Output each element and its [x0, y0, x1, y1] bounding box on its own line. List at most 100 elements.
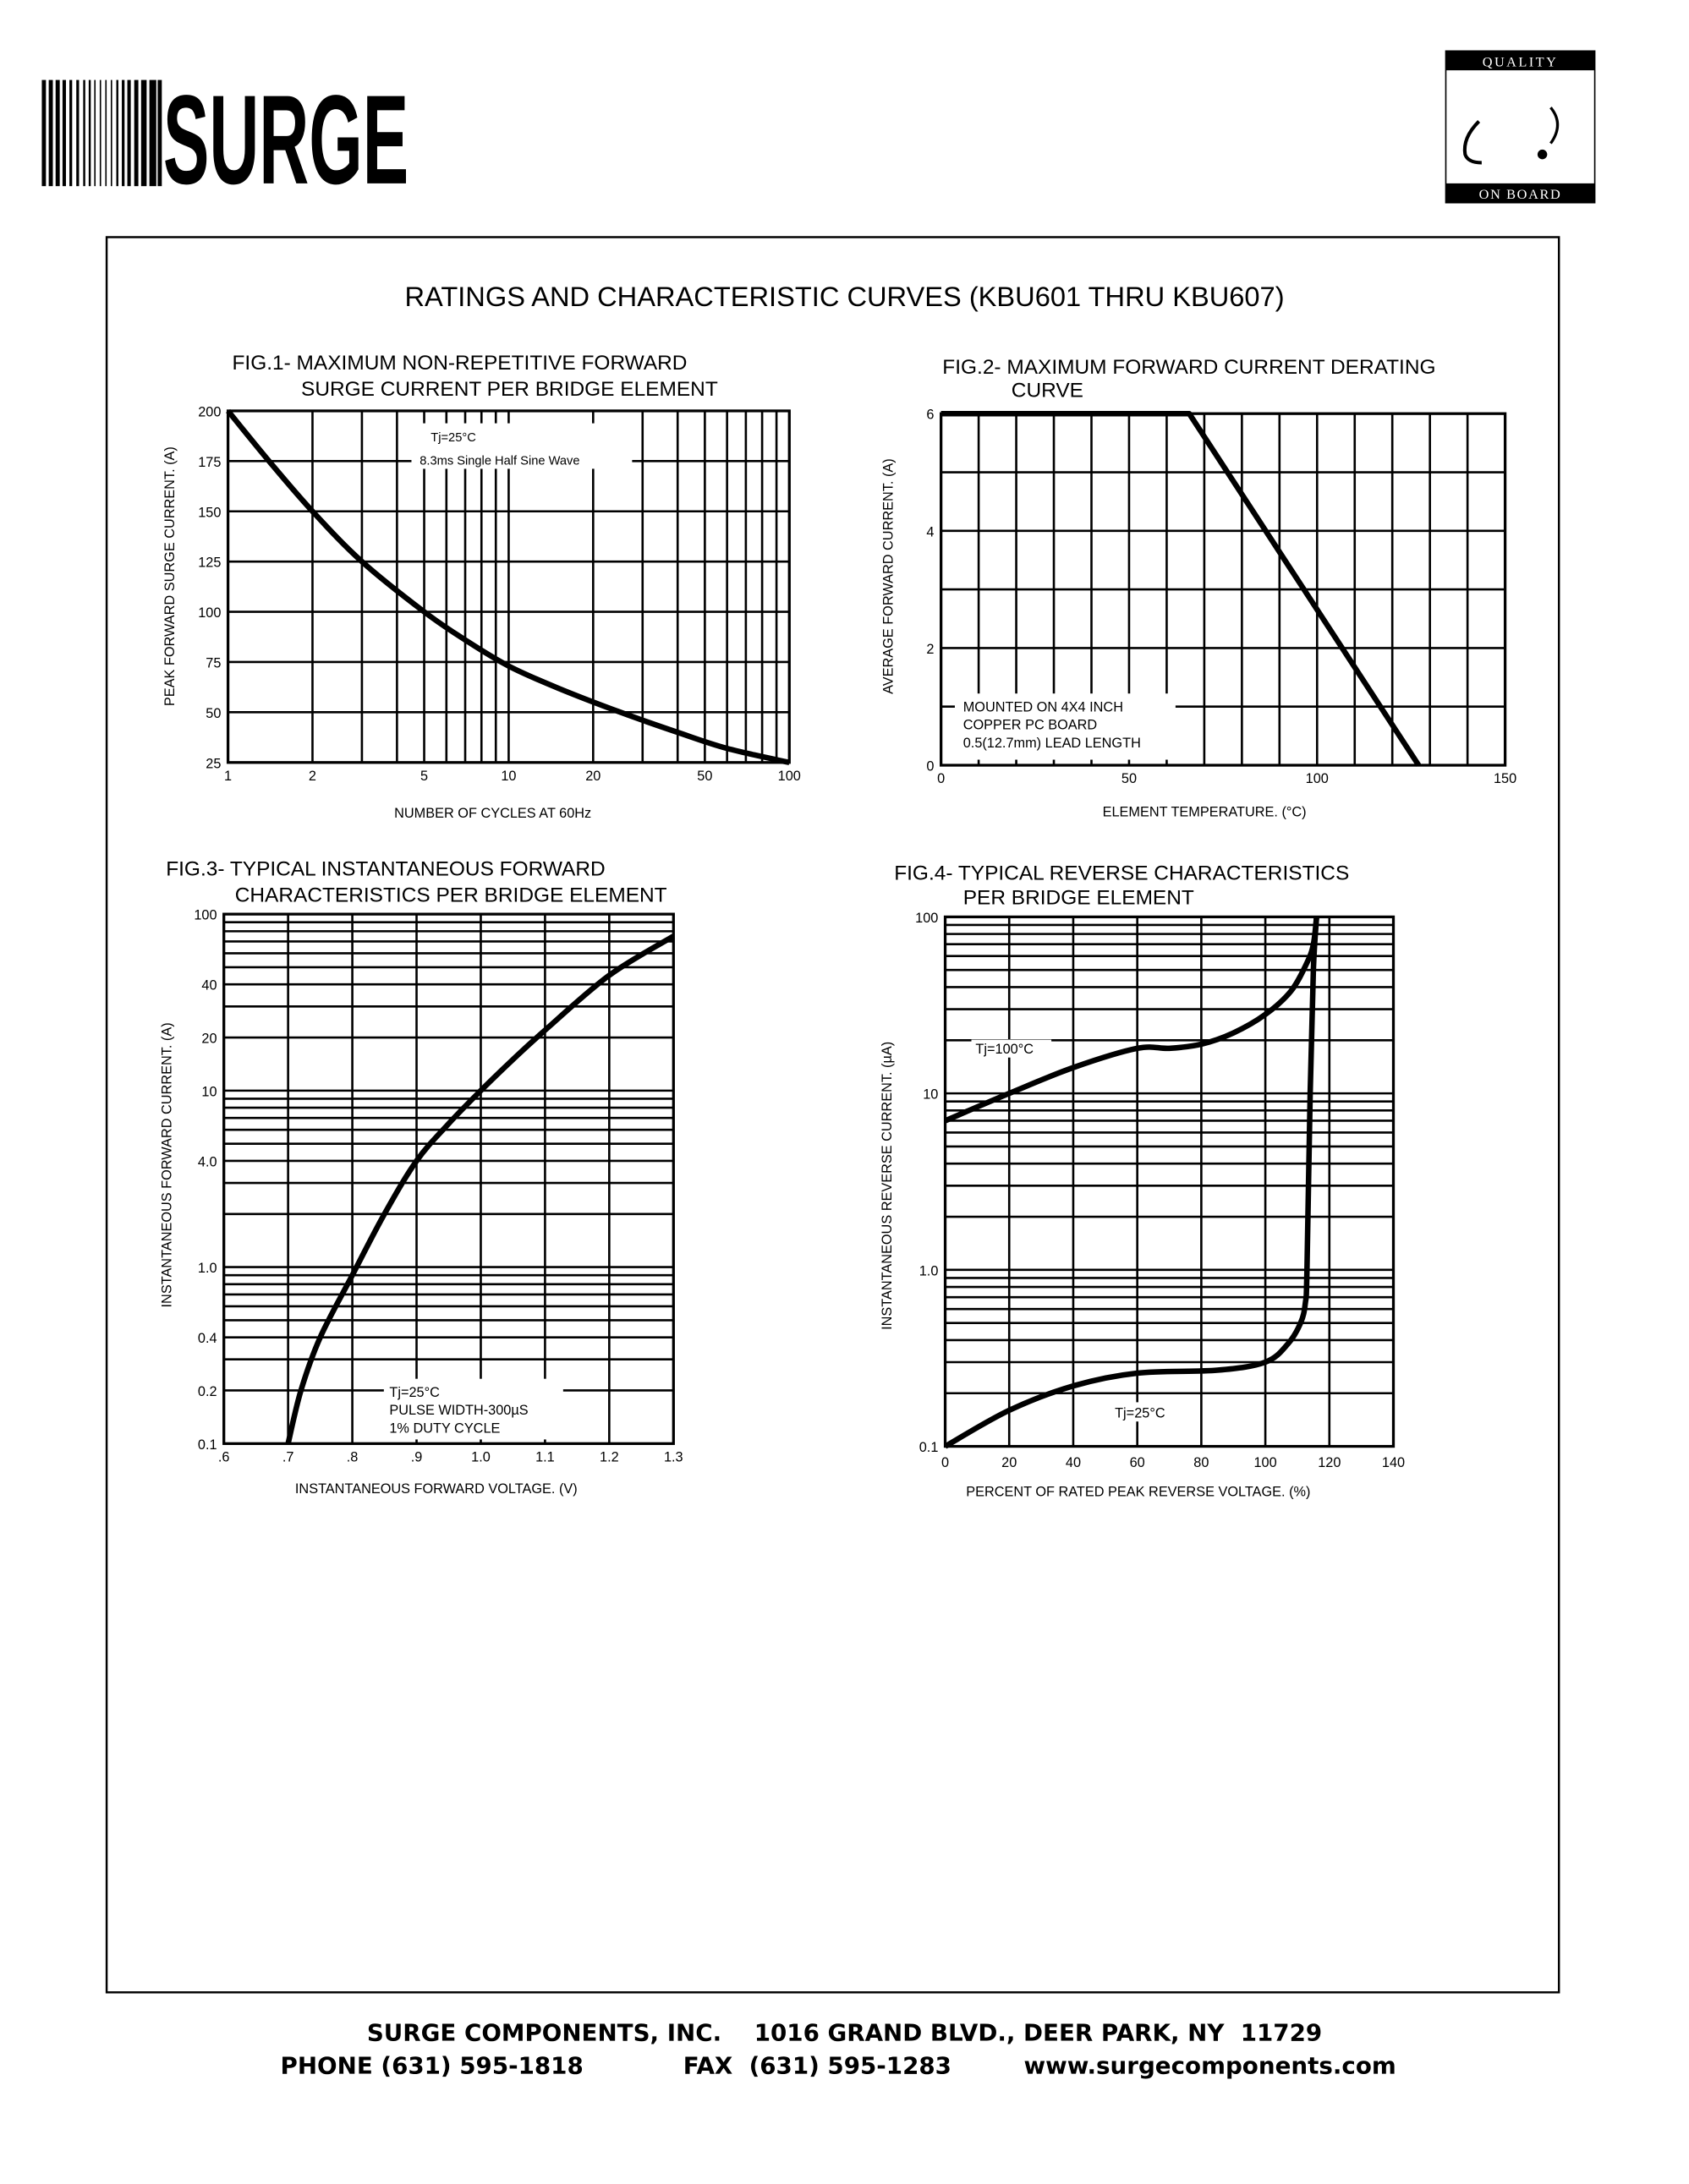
x-tick-label: 20: [585, 769, 600, 784]
fig1-title-line2: SURGE CURRENT PER BRIDGE ELEMENT: [301, 378, 718, 401]
logo-bar: [94, 79, 96, 187]
fig1-annotation: Tj=25°C 8.3ms Single Half Sine Wave: [411, 423, 633, 469]
fig2-x-axis-label: ELEMENT TEMPERATURE. (°C): [1103, 804, 1307, 819]
fig4-series-label-100c: Tj=100°C: [975, 1042, 1034, 1057]
logo-bar: [110, 79, 112, 187]
y-tick-label: 20: [201, 1032, 217, 1047]
y-tick-label: 0.4: [198, 1331, 217, 1346]
fig4-series-label-25c: Tj=25°C: [1115, 1405, 1165, 1420]
y-tick-label: 4.0: [198, 1154, 217, 1169]
y-tick-label: 100: [198, 605, 221, 621]
y-tick-label: 100: [915, 911, 938, 926]
fig3-title-line1: FIG.3- TYPICAL INSTANTANEOUS FORWARD: [166, 857, 605, 880]
series-line-1: [285, 933, 675, 1445]
fig2-annotation-line3: 0.5(12.7mm) LEAD LENGTH: [963, 736, 1141, 751]
x-tick-label: 50: [1121, 771, 1137, 786]
surge-logo: SURGE: [41, 68, 409, 211]
fig3-title-line2: CHARACTERISTICS PER BRIDGE ELEMENT: [235, 884, 667, 906]
x-tick-label: 80: [1193, 1455, 1209, 1470]
y-tick-label: 175: [198, 455, 221, 470]
y-tick-label: 150: [198, 505, 221, 520]
series-line-1: [944, 917, 1319, 1124]
y-tick-label: 1.0: [919, 1263, 939, 1278]
x-tick-label: 100: [1306, 771, 1329, 786]
fig3-annotation-line2: PULSE WIDTH-300µS: [389, 1403, 528, 1418]
plot-frame: [940, 412, 1507, 767]
plot-frame: [222, 912, 675, 1445]
y-tick-label: 10: [923, 1087, 938, 1103]
logo-bar: [62, 79, 66, 187]
fig4-chart: 0 20 40 60 80 100 120 140 100 10 1.0 0.1: [915, 911, 1405, 1470]
fig1-annotation-line1: Tj=25°C: [430, 431, 476, 445]
logo-bar: [127, 79, 131, 187]
logo-bar: [122, 79, 125, 187]
x-tick-label: 0: [937, 771, 945, 786]
x-tick-label: 60: [1130, 1455, 1145, 1470]
logo-bar: [140, 79, 147, 187]
logo-bar: [69, 79, 73, 187]
badge-q-mark-icon: [1462, 120, 1482, 165]
y-tick-label: 100: [194, 908, 217, 923]
x-tick-label: .9: [411, 1450, 423, 1465]
x-tick-label: 20: [1001, 1455, 1017, 1470]
y-tick-label: 2: [926, 642, 934, 657]
x-tick-label: 150: [1494, 771, 1516, 786]
logo-bar: [99, 79, 101, 187]
footer-fax: FAX (631) 595-1283: [683, 2052, 951, 2080]
page-title: RATINGS AND CHARACTERISTIC CURVES (KBU60…: [404, 281, 1284, 312]
x-tick-label: 0: [941, 1455, 949, 1470]
x-tick-label: 40: [1066, 1455, 1081, 1470]
logo-bar: [134, 79, 139, 187]
badge-top-text: QUALITY: [1483, 53, 1559, 69]
fig3-annotation: Tj=25°C PULSE WIDTH-300µS 1% DUTY CYCLE: [383, 1378, 563, 1440]
plot-frame: [226, 409, 791, 764]
x-tick-label: 100: [778, 769, 801, 784]
fig3-chart: .6 .7 .8 .9 1.0 1.1 1.2 1.3 100 40 20 10 4.0 1.0 0.4 0.…: [194, 908, 683, 1465]
fig1-title-line1: FIG.1- MAXIMUM NON-REPETITIVE FORWARD: [232, 352, 687, 375]
x-tick-label: 100: [1253, 1455, 1276, 1470]
y-tick-label: 40: [201, 978, 217, 993]
x-tick-label: .8: [347, 1450, 359, 1465]
fig1-annotation-line2: 8.3ms Single Half Sine Wave: [420, 455, 579, 468]
series-line-1: [940, 410, 1422, 767]
fig4-title-line2: PER BRIDGE ELEMENT: [963, 887, 1194, 910]
footer-website-link[interactable]: www.surgecomponents.com: [1023, 2052, 1396, 2080]
fig2-title-line1: FIG.2- MAXIMUM FORWARD CURRENT DERATING: [942, 356, 1435, 379]
y-tick-label: 125: [198, 556, 221, 571]
logo-bar: [88, 79, 91, 187]
fig4-x-axis-label: PERCENT OF RATED PEAK REVERSE VOLTAGE. (…: [966, 1484, 1310, 1499]
badge-bottom-text: ON BOARD: [1479, 186, 1562, 202]
fig1-y-axis-label: PEAK FORWARD SURGE CURRENT. (A): [162, 446, 178, 706]
footer-phone: PHONE (631) 595-1818: [281, 2052, 584, 2080]
x-tick-label: 50: [697, 769, 712, 784]
fig2-chart: 0 50 100 150 6 4 2 0: [926, 408, 1516, 787]
logo-bar: [157, 79, 162, 187]
x-tick-label: 1: [224, 769, 232, 784]
y-tick-label: 200: [198, 404, 221, 419]
x-tick-label: 140: [1382, 1455, 1405, 1470]
series-line-2: [943, 917, 1319, 1449]
logo-bar: [83, 79, 85, 187]
fig2-annotation: MOUNTED ON 4X4 INCH COPPER PC BOARD 0.5(…: [954, 693, 1176, 760]
logo-bar: [76, 79, 80, 187]
y-tick-label: 4: [926, 524, 934, 539]
series-line-1: [226, 408, 790, 765]
x-tick-label: 1.0: [471, 1450, 491, 1465]
fig3-x-axis-label: INSTANTANEOUS FORWARD VOLTAGE. (V): [295, 1481, 578, 1497]
logo-bar: [41, 79, 47, 187]
x-tick-label: 5: [420, 769, 428, 784]
logo-bar: [55, 79, 60, 187]
fig4-title-line1: FIG.4- TYPICAL REVERSE CHARACTERISTICS: [894, 862, 1349, 884]
quality-on-board-badge: QUALITY ON BOARD: [1445, 50, 1596, 204]
y-tick-label: 75: [206, 655, 221, 671]
plot-frame: [943, 915, 1396, 1448]
x-tick-label: 10: [501, 769, 516, 784]
logo-bar: [149, 79, 156, 187]
logo-bar: [48, 79, 53, 187]
logo-bar: [105, 79, 107, 187]
y-tick-label: 50: [206, 706, 221, 721]
fig3-y-axis-label: INSTANTANEOUS FORWARD CURRENT. (A): [160, 1022, 175, 1307]
fig1-x-axis-label: NUMBER OF CYCLES AT 60Hz: [394, 806, 591, 821]
